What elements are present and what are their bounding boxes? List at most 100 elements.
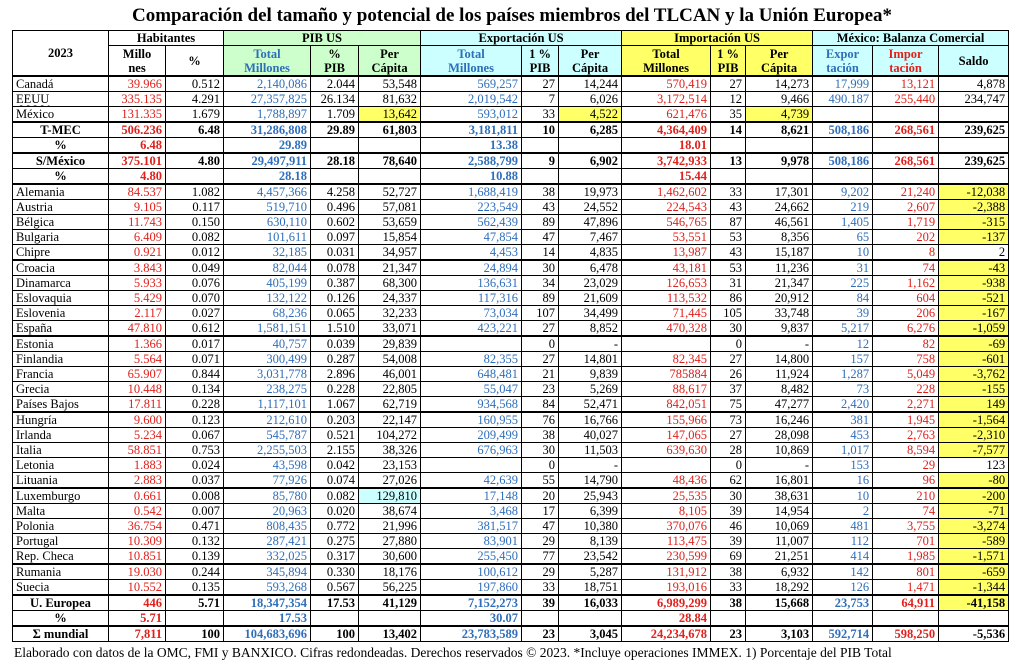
cell: 332,025: [223, 548, 311, 565]
cell: 381,517: [420, 518, 523, 534]
cell: 160,955: [420, 411, 523, 428]
cell: 2,607: [872, 199, 940, 215]
cell: 5,269: [558, 381, 623, 397]
cell: 21,251: [745, 548, 814, 565]
cell: 40,757: [223, 335, 311, 352]
cell: 136,631: [420, 275, 523, 291]
cell: -2,388: [938, 199, 1010, 215]
cell: 27: [521, 351, 560, 367]
cell: 18.01: [621, 137, 712, 154]
cell: 39: [710, 503, 747, 519]
cell: 89: [521, 214, 560, 230]
table-row: % 4.80 28.18 10.88 15.44: [12, 168, 1010, 185]
cell: 43,598: [223, 457, 311, 473]
group-header: México: Balanza Comercial: [812, 30, 1010, 46]
cell: [938, 137, 1010, 154]
cell: 34,499: [558, 305, 623, 321]
cell: 15,854: [357, 229, 422, 245]
cell: 17.53: [310, 594, 359, 611]
cell: 335.135: [108, 91, 166, 107]
cell: 58.851: [108, 442, 166, 458]
cell: 17,999: [812, 75, 874, 92]
table-row: Lituania 2.883 0.037 77,926 0.074 27,026 42,63…: [12, 472, 1010, 489]
cell: 0.132: [165, 533, 224, 549]
cell: 5.71: [165, 594, 224, 611]
cell: 1,581,151: [223, 320, 311, 337]
table-section: Estonia 1.366 0.017 40,757 0.039 29,839 0-0-12…: [12, 335, 1010, 413]
cell: 53,548: [357, 75, 422, 92]
cell: 24,894: [420, 259, 523, 276]
column-header: Total Millones: [621, 45, 712, 77]
cell: -938: [938, 275, 1010, 291]
title: Comparación del tamaño y potencial de lo…: [131, 5, 893, 26]
cell: 1.510: [310, 320, 359, 337]
cell: 24,234,678: [621, 625, 712, 642]
cell: -12,038: [938, 183, 1010, 200]
cell: 46: [710, 518, 747, 534]
cell: 0.512: [165, 75, 224, 92]
cell: 209,499: [420, 427, 523, 443]
cell: 26.134: [310, 91, 359, 107]
cell: 47: [521, 518, 560, 534]
cell: 6.48: [165, 121, 224, 138]
cell: 18,292: [745, 579, 814, 596]
cell: 238,275: [223, 381, 311, 397]
table-row: México 131.335 1.679 1,788,897 1.709 13,642 59…: [12, 106, 1010, 123]
cell: 12: [710, 91, 747, 107]
cell: 206: [872, 305, 940, 321]
table-row: T-MEC 506.236 6.48 31,286,808 29.89 61,803 3,1…: [12, 121, 1010, 138]
cell: 508,186: [812, 152, 874, 169]
cell: 5.234: [108, 427, 166, 443]
row-label: Bulgaria: [12, 229, 109, 245]
column-header: 1 % PIB: [710, 45, 747, 77]
cell: 82,345: [621, 351, 712, 367]
cell: 77: [521, 548, 560, 565]
cell: [521, 610, 560, 627]
cell: 38,674: [357, 503, 422, 519]
cell: 82,044: [223, 259, 311, 276]
cell: 100: [310, 625, 359, 642]
cell: 1.067: [310, 396, 359, 413]
cell: -1,059: [938, 320, 1010, 337]
cell: 604: [872, 290, 940, 306]
cell: 26: [710, 366, 747, 382]
cell: 126: [812, 579, 874, 596]
cell: 219: [812, 199, 874, 215]
cell: 202: [872, 229, 940, 245]
table-row: Irlanda 5.234 0.067 545,787 0.521 104,272 209,…: [12, 427, 1010, 443]
cell: 19.030: [108, 563, 166, 580]
cell: [710, 137, 747, 154]
cell: 56,225: [357, 579, 422, 596]
row-label: Portugal: [12, 533, 109, 549]
cell: 27,880: [357, 533, 422, 549]
cell: 28.18: [310, 152, 359, 169]
cell: 3.843: [108, 259, 166, 276]
cell: 6.48: [108, 137, 166, 154]
table-row: Hungría 9.600 0.123 212,610 0.203 22,147 160,9…: [12, 411, 1010, 428]
cell: 16: [812, 472, 874, 489]
cell: 14,273: [745, 75, 814, 92]
cell: 22,805: [357, 381, 422, 397]
row-label: Luxemburgo: [12, 487, 109, 504]
cell: 1.366: [108, 335, 166, 352]
cell: 47,854: [420, 229, 523, 245]
cell: [621, 457, 712, 473]
table-row: Rumania 19.030 0.244 345,894 0.330 18,176 100,…: [12, 563, 1010, 580]
cell: 74: [872, 259, 940, 276]
cell: 38: [521, 427, 560, 443]
table-row: Eslovaquia 5.429 0.070 132,122 0.126 24,337 11…: [12, 290, 1010, 306]
row-label: Croacia: [12, 259, 109, 276]
cell: 33,071: [357, 320, 422, 337]
cell: 17,148: [420, 487, 523, 504]
cell: 785884: [621, 366, 712, 382]
cell: 8,482: [745, 381, 814, 397]
table-row: Rep. Checa 10.851 0.139 332,025 0.317 30,600 2…: [12, 548, 1010, 565]
cell: 453: [812, 427, 874, 443]
cell: 157: [812, 351, 874, 367]
row-label: T-MEC: [12, 121, 109, 138]
cell: [621, 335, 712, 352]
cell: 0.496: [310, 199, 359, 215]
cell: 52,727: [357, 183, 422, 200]
row-label: Eslovaquia: [12, 290, 109, 306]
cell: 55: [521, 472, 560, 489]
